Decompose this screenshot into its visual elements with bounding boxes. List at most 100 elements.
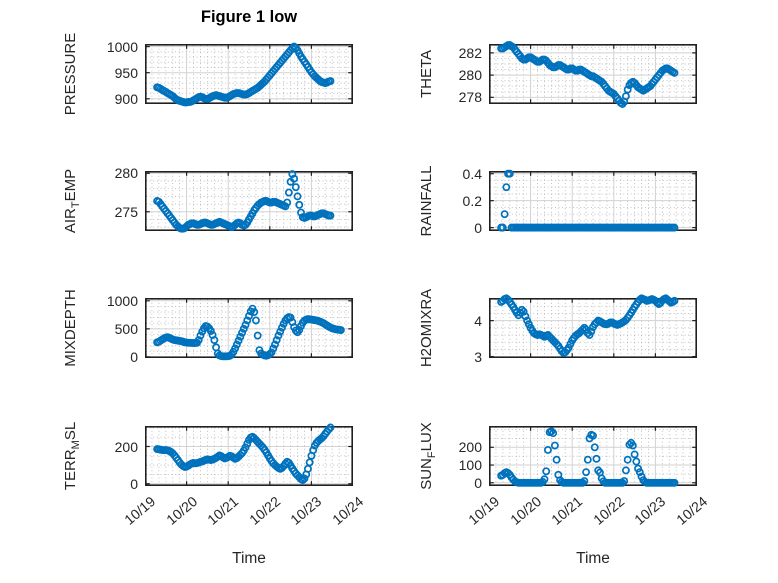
marker bbox=[288, 170, 297, 179]
data-markers bbox=[497, 427, 679, 487]
x-tick-label: 10/21 bbox=[548, 493, 586, 528]
marker bbox=[326, 77, 335, 85]
marker bbox=[620, 477, 629, 485]
marker bbox=[618, 478, 627, 487]
marker bbox=[547, 427, 556, 436]
marker bbox=[580, 323, 589, 332]
x-tick-label: 10/19 bbox=[121, 493, 159, 528]
data-markers bbox=[497, 41, 679, 108]
marker bbox=[290, 174, 299, 183]
x-tick-label: 10/22 bbox=[245, 493, 284, 528]
marker bbox=[583, 455, 592, 464]
marker bbox=[253, 331, 262, 340]
marker bbox=[269, 344, 278, 353]
marker bbox=[625, 440, 634, 449]
marker bbox=[632, 457, 641, 466]
axes-frame bbox=[489, 426, 697, 487]
plot-area-sunflux bbox=[489, 426, 697, 487]
y-tick-label: 0 bbox=[130, 475, 138, 492]
marker bbox=[587, 327, 596, 336]
y-tick-label: 280 bbox=[458, 67, 482, 84]
x-tick-label: 10/20 bbox=[162, 493, 200, 528]
marker bbox=[670, 478, 679, 487]
marker bbox=[326, 423, 335, 432]
data-markers bbox=[497, 169, 679, 232]
marker bbox=[519, 307, 528, 316]
y-tick-label: 0 bbox=[474, 219, 482, 236]
marker bbox=[582, 468, 591, 477]
y-tick-label: 100 bbox=[458, 457, 482, 474]
marker bbox=[276, 327, 285, 336]
x-tick-label: 10/23 bbox=[631, 493, 669, 528]
marker bbox=[542, 467, 551, 476]
marker bbox=[517, 305, 526, 314]
y-tick-labels: 0 500 1000 bbox=[78, 293, 138, 365]
marker bbox=[295, 200, 304, 209]
marker bbox=[549, 429, 558, 438]
x-tick-label: 10/22 bbox=[589, 493, 628, 528]
marker bbox=[250, 308, 259, 316]
y-tick-label: 900 bbox=[114, 90, 138, 107]
subplot-theta: THETA 278 280 282 bbox=[418, 41, 697, 108]
subplot-airtemp: AIRTEMP 275 280 bbox=[62, 165, 353, 233]
subplot-pressure: PRESSURE 900 950 1000 bbox=[62, 33, 353, 115]
x-tick-label: 10/20 bbox=[506, 493, 544, 528]
marker bbox=[540, 475, 549, 484]
y-tick-label: 275 bbox=[114, 203, 138, 220]
x-tick-label: 10/23 bbox=[287, 493, 325, 528]
marker bbox=[552, 455, 561, 464]
marker bbox=[238, 328, 247, 337]
plot-area-h2omixra bbox=[489, 294, 697, 359]
plot-area-terrmsl bbox=[145, 423, 353, 487]
y-tick-label: 0.4 bbox=[462, 165, 482, 182]
data-markers bbox=[153, 42, 335, 107]
marker bbox=[578, 478, 587, 487]
marker bbox=[623, 85, 632, 94]
x-tick-labels: 10/19 10/20 10/21 10/22 10/23 10/24 bbox=[121, 426, 366, 528]
y-tick-label: 280 bbox=[114, 165, 138, 182]
marker bbox=[241, 443, 250, 452]
marker bbox=[498, 223, 507, 232]
y-tick-labels: 278 280 282 bbox=[422, 44, 482, 106]
marker bbox=[309, 446, 318, 455]
axes-frame bbox=[145, 426, 353, 487]
plot-area-pressure bbox=[145, 42, 353, 107]
y-tick-label: 278 bbox=[458, 89, 482, 106]
marker bbox=[212, 343, 221, 352]
y-tick-label: 1000 bbox=[106, 292, 138, 309]
marker bbox=[635, 468, 644, 477]
data-markers bbox=[153, 423, 335, 484]
marker bbox=[291, 183, 300, 192]
marker bbox=[295, 326, 304, 334]
marker bbox=[336, 326, 345, 335]
marker bbox=[274, 331, 283, 340]
x-tick-label: 10/19 bbox=[465, 493, 503, 528]
figure-title: Figure 1 low bbox=[200, 8, 298, 26]
y-tick-label: 1000 bbox=[106, 38, 138, 55]
marker bbox=[592, 454, 601, 463]
marker bbox=[521, 312, 530, 321]
axes-frame bbox=[145, 298, 353, 359]
marker bbox=[621, 92, 630, 101]
y-tick-label: 200 bbox=[458, 439, 482, 456]
marker bbox=[630, 450, 639, 459]
subplot-rainfall: RAINFALL 0 0.2 0.4 bbox=[418, 166, 697, 236]
marker bbox=[505, 169, 514, 178]
marker bbox=[623, 455, 632, 464]
marker bbox=[231, 344, 240, 353]
marker bbox=[232, 340, 241, 349]
marker bbox=[194, 336, 203, 345]
data-markers bbox=[153, 170, 335, 233]
marker bbox=[277, 323, 286, 332]
data-markers bbox=[153, 304, 345, 361]
marker bbox=[283, 198, 292, 207]
marker bbox=[578, 325, 587, 334]
y-tick-label: 0.2 bbox=[462, 192, 482, 209]
marker bbox=[272, 336, 281, 345]
marker bbox=[286, 313, 295, 322]
plot-area-airtemp bbox=[145, 170, 353, 233]
marker bbox=[267, 348, 276, 357]
